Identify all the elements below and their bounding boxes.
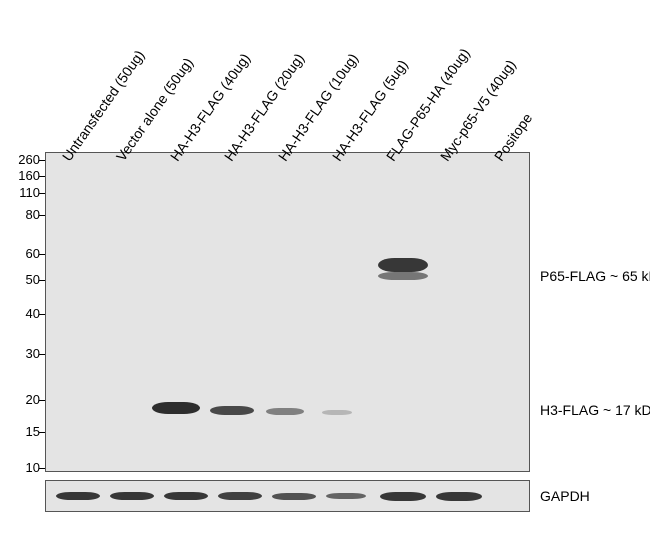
lane-label: HA-H3-FLAG (40ug) [167, 50, 253, 164]
gapdh-band [56, 492, 100, 500]
mw-marker-label: 40 [0, 306, 40, 321]
mw-tick [39, 215, 45, 216]
protein-band [322, 410, 352, 415]
mw-marker-label: 110 [0, 185, 40, 200]
gapdh-band [326, 493, 366, 499]
mw-tick [39, 354, 45, 355]
western-blot-figure: Untransfected (50ug)Vector alone (50ug)H… [0, 0, 650, 534]
mw-tick [39, 314, 45, 315]
lane-label: HA-H3-FLAG (20ug) [221, 50, 307, 164]
gapdh-band [272, 493, 316, 500]
mw-tick [39, 280, 45, 281]
mw-marker-label: 260 [0, 152, 40, 167]
lane-label: Untransfected (50ug) [59, 47, 148, 164]
gapdh-band [436, 492, 482, 501]
mw-marker-label: 160 [0, 168, 40, 183]
mw-marker-label: 50 [0, 272, 40, 287]
protein-band [210, 406, 254, 415]
mw-marker-label: 20 [0, 392, 40, 407]
mw-marker-label: 10 [0, 460, 40, 475]
lane-label: Myc-p65-V5 (40ug) [437, 57, 519, 164]
gapdh-band [380, 492, 426, 501]
lane-label: Vector alone (50ug) [113, 55, 196, 164]
band-annotation: H3-FLAG ~ 17 kDa [540, 402, 650, 418]
mw-tick [39, 254, 45, 255]
protein-band [266, 408, 304, 415]
mw-marker-label: 30 [0, 346, 40, 361]
mw-tick [39, 468, 45, 469]
main-blot-membrane [45, 152, 530, 472]
mw-marker-label: 15 [0, 424, 40, 439]
mw-tick [39, 193, 45, 194]
gapdh-band [110, 492, 154, 500]
gapdh-band [218, 492, 262, 500]
band-annotation: GAPDH [540, 488, 590, 504]
lane-label: FLAG-P65-HA (40ug) [383, 45, 473, 164]
lane-label: HA-H3-FLAG (5ug) [329, 57, 411, 164]
protein-band [378, 258, 428, 272]
mw-tick [39, 160, 45, 161]
protein-band [378, 272, 428, 280]
lane-label: HA-H3-FLAG (10ug) [275, 50, 361, 164]
gapdh-band [164, 492, 208, 500]
mw-tick [39, 432, 45, 433]
protein-band [152, 402, 200, 414]
mw-marker-label: 80 [0, 207, 40, 222]
mw-tick [39, 176, 45, 177]
band-annotation: P65-FLAG ~ 65 kDa [540, 268, 650, 284]
mw-tick [39, 400, 45, 401]
mw-marker-label: 60 [0, 246, 40, 261]
